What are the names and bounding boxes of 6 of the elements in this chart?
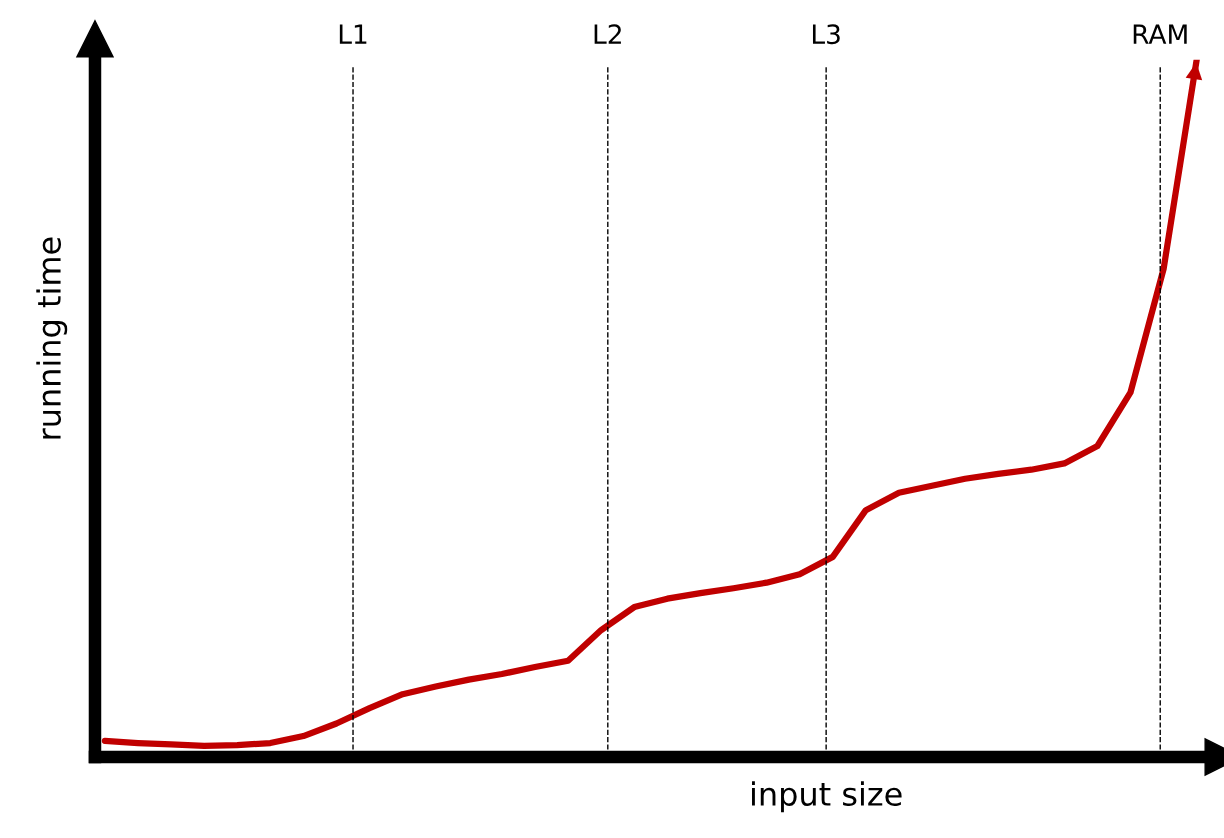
text: L2 — [594, 24, 621, 44]
text: L3 — [812, 24, 840, 45]
text: L1 — [339, 24, 367, 44]
x-axis-title: input size — [752, 781, 902, 813]
y-axis-title: running time — [36, 237, 68, 439]
text: RAM — [1133, 24, 1187, 44]
